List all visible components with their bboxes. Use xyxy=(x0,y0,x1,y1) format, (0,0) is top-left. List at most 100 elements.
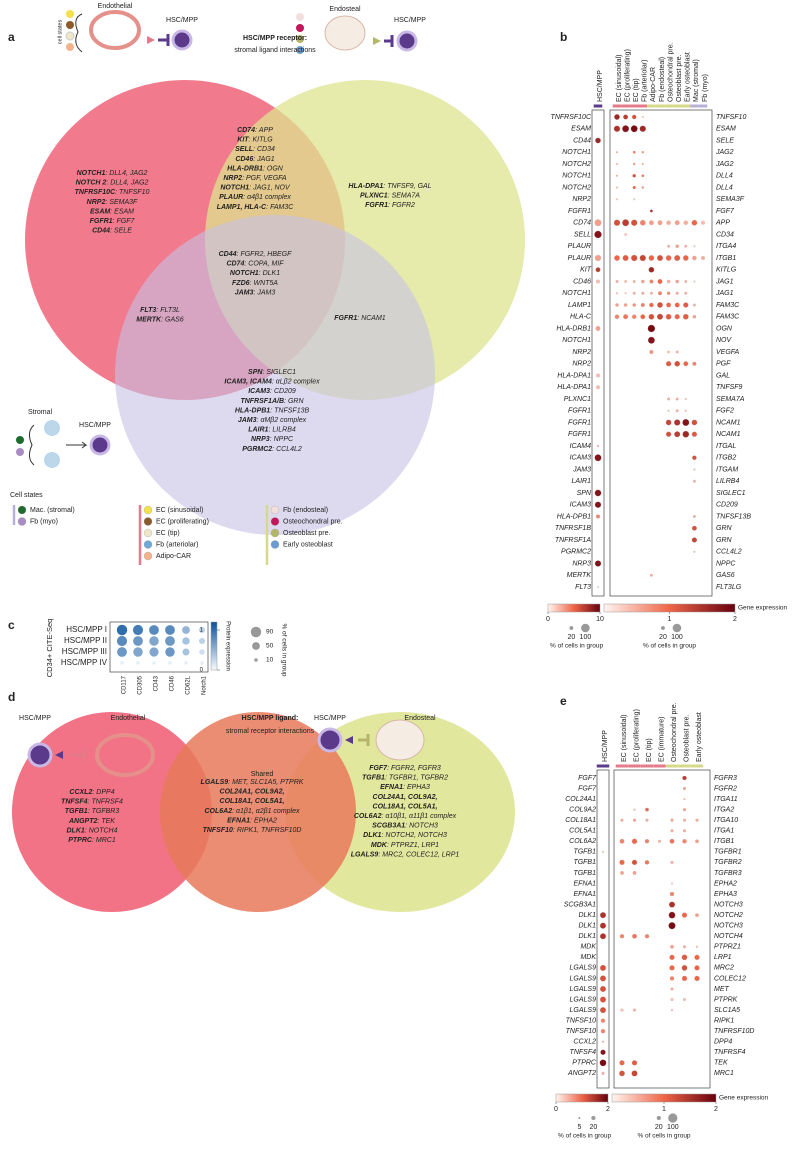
dot xyxy=(691,537,698,543)
gene-label: FLT3 xyxy=(575,584,591,591)
gene-label: FGFR3 xyxy=(714,775,737,782)
legend-swatch xyxy=(270,505,280,515)
size-key xyxy=(656,1115,661,1121)
separator: : xyxy=(272,378,274,385)
gene-label: ITGA10 xyxy=(714,817,738,824)
gene-label: EPHA3 xyxy=(714,891,737,898)
gene: LGALS9 xyxy=(201,779,229,786)
dot xyxy=(631,1060,638,1066)
separator: : xyxy=(88,808,90,815)
separator: : xyxy=(92,789,94,796)
separator: : xyxy=(105,170,107,177)
gene-label: NOTCH2 xyxy=(562,161,591,168)
dot xyxy=(182,637,190,645)
dot xyxy=(624,233,628,236)
gene-label: DLL4 xyxy=(716,173,733,180)
gene-label: ITGB2 xyxy=(716,455,736,462)
dot xyxy=(615,162,619,166)
dot xyxy=(670,882,674,885)
gene-label: COL18A1 xyxy=(565,817,596,824)
dot xyxy=(681,975,688,982)
dot xyxy=(700,220,706,225)
partner: TNFSF10 xyxy=(119,189,149,196)
legend-label: EC (sinusoidal) xyxy=(156,507,203,514)
separator: : xyxy=(357,315,359,322)
interaction: CD46: JAG1 xyxy=(235,156,274,163)
column-label: Adipo-CAR xyxy=(650,67,657,102)
size-key-label: 20 xyxy=(590,1124,598,1131)
legend-label: Adipo-CAR xyxy=(156,553,191,560)
gene-label: ICAM4 xyxy=(570,443,592,450)
partner: TNFRSF4 xyxy=(91,798,123,805)
panel-label: c xyxy=(8,618,15,632)
partner: SELE xyxy=(114,227,132,234)
column-label: HSC/MPP xyxy=(597,70,604,102)
dot xyxy=(632,162,636,166)
interaction: FGFR1: FGFR2 xyxy=(365,202,415,209)
interaction: LGALS9: MET, SLC1A5, PTPRK xyxy=(201,779,304,786)
dot xyxy=(670,997,674,1002)
state-dot xyxy=(65,31,75,41)
interaction: KIT: KITLG xyxy=(237,136,273,143)
gene-label: GAL xyxy=(716,372,730,379)
interaction: TGFB1: TGFBR3 xyxy=(65,808,120,815)
gene: FLT3 xyxy=(140,307,156,314)
dot xyxy=(683,797,686,801)
partner: TGFBR1, TGFBR2 xyxy=(389,774,448,781)
gene-label: PGF xyxy=(716,361,731,368)
dot xyxy=(674,431,681,438)
gene-label: PTPRC xyxy=(572,1060,597,1067)
dot xyxy=(640,302,645,308)
dot xyxy=(692,455,697,461)
dot xyxy=(668,901,676,908)
dot xyxy=(669,976,675,981)
dot xyxy=(657,220,663,226)
interaction: PLAUR: α4β1 complex xyxy=(219,194,291,201)
legend-label: Fb (myo) xyxy=(30,518,58,525)
interaction: FLT3: FLT3L xyxy=(140,307,180,314)
separator: : xyxy=(387,765,389,772)
separator: : xyxy=(88,798,90,805)
partner: NPPC xyxy=(274,436,294,443)
gene: TNFSF4 xyxy=(61,798,88,805)
separator: : xyxy=(378,851,380,858)
partner: FAM3C xyxy=(270,204,294,211)
dot xyxy=(675,279,679,284)
partner: NOTCH4 xyxy=(89,827,118,834)
dot xyxy=(692,361,697,366)
legend-swatch xyxy=(270,528,280,538)
size-key-label: 50 xyxy=(266,643,274,650)
state-dot xyxy=(296,24,304,32)
title: HSC/MPP ligand: xyxy=(242,715,299,722)
dot xyxy=(648,255,655,261)
dot xyxy=(168,661,172,665)
dot xyxy=(165,625,175,635)
column-label: EC (proliferating) xyxy=(624,49,631,102)
dot xyxy=(632,291,636,295)
hsc-cell xyxy=(89,434,111,456)
dot xyxy=(639,254,646,262)
dot xyxy=(620,1008,624,1012)
dot xyxy=(595,514,601,519)
partner: JAG1 xyxy=(256,156,275,163)
interaction: NOTCH1: JAG1, NOV xyxy=(220,184,291,191)
dot xyxy=(681,954,688,961)
gene-label: NOTCH1 xyxy=(562,173,591,180)
separator: : xyxy=(381,832,383,839)
hsc-cell xyxy=(317,727,343,753)
dot xyxy=(670,944,674,949)
gene-label: TNFSF13B xyxy=(716,513,751,520)
separator: : xyxy=(237,251,239,258)
gene-label: FAM3C xyxy=(716,302,740,309)
gene-label: TNFSF4 xyxy=(570,1049,597,1056)
dot xyxy=(198,637,206,645)
dot xyxy=(600,1049,606,1055)
partner: α10β1, α11β1 complex xyxy=(385,813,456,820)
gene-label: ITGAL xyxy=(716,443,736,450)
dot xyxy=(599,975,607,982)
dot xyxy=(682,808,687,812)
row-label: HSC/MPP II xyxy=(64,636,107,645)
interaction: HLA-DRB1: OGN xyxy=(227,165,284,172)
gene-label: TNFSF10 xyxy=(716,114,746,121)
dot xyxy=(615,292,619,295)
